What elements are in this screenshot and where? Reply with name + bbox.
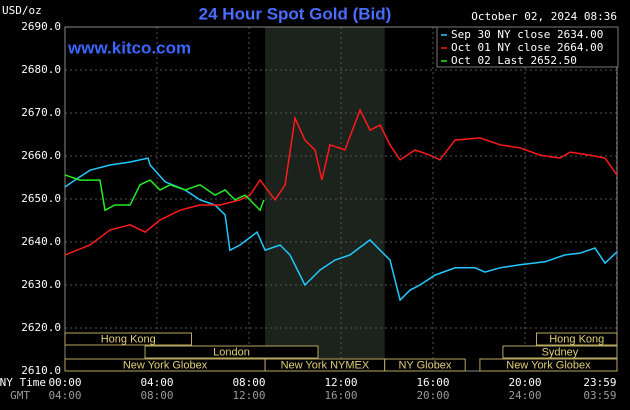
y-tick-label: 2610.0: [21, 364, 61, 377]
x2-tick-label: 16:00: [324, 389, 357, 402]
session-label: Hong Kong: [101, 333, 156, 345]
x2-tick-label: 08:00: [140, 389, 173, 402]
session-label: London: [213, 346, 250, 358]
y-tick-label: 2630.0: [21, 278, 61, 291]
x-tick-label: 00:00: [48, 376, 81, 389]
y-tick-label: 2680.0: [21, 63, 61, 76]
x-tick-label: 20:00: [508, 376, 541, 389]
session-box: [536, 332, 618, 346]
x-tick-label: 12:00: [324, 376, 357, 389]
x2-tick-label: 03:59: [583, 389, 616, 402]
session-label: NY Globex: [398, 359, 451, 371]
price-line: [64, 157, 618, 302]
session-box: [64, 332, 192, 346]
session-box: [479, 358, 618, 372]
y-tick-label: 2640.0: [21, 235, 61, 248]
date-label: October 02, 2024 08:36: [471, 10, 617, 23]
x-tick-label: 16:00: [416, 376, 449, 389]
x-tick-label: 04:00: [140, 376, 173, 389]
x-axis-label: NY Time: [0, 376, 46, 389]
legend-box: [436, 26, 619, 68]
y-tick-label: 2670.0: [21, 106, 61, 119]
session-box: [502, 345, 618, 359]
x-tick-label: 08:00: [232, 376, 265, 389]
x2-tick-label: 24:00: [508, 389, 541, 402]
session-label: New York Globex: [506, 359, 591, 371]
session-box: [384, 358, 466, 372]
session-label: Hong Kong: [549, 333, 604, 345]
x2-tick-label: 04:00: [48, 389, 81, 402]
price-line: [64, 108, 618, 256]
chart-title: 24 Hour Spot Gold (Bid): [199, 4, 392, 23]
site-label: www.kitco.com: [67, 38, 191, 57]
session-label: New York NYMEX: [281, 359, 370, 371]
x2-tick-label: 12:00: [232, 389, 265, 402]
x2-axis-label: GMT: [10, 389, 30, 402]
legend-label: Sep 30 NY close 2634.00: [451, 28, 603, 41]
session-label: New York Globex: [123, 359, 208, 371]
x-tick-label: 23:59: [583, 376, 616, 389]
y-tick-label: 2620.0: [21, 321, 61, 334]
y-tick-label: 2660.0: [21, 149, 61, 162]
price-line: [64, 174, 265, 212]
legend-label: Oct 01 NY close 2664.00: [451, 41, 603, 54]
y-tick-label: 2650.0: [21, 192, 61, 205]
x2-tick-label: 20:00: [416, 389, 449, 402]
y-axis-label: USD/oz: [2, 4, 42, 17]
session-label: Sydney: [542, 346, 579, 358]
legend-label: Oct 02 Last 2652.50: [451, 54, 577, 67]
y-tick-label: 2690.0: [21, 20, 61, 33]
session-box: [144, 345, 319, 359]
